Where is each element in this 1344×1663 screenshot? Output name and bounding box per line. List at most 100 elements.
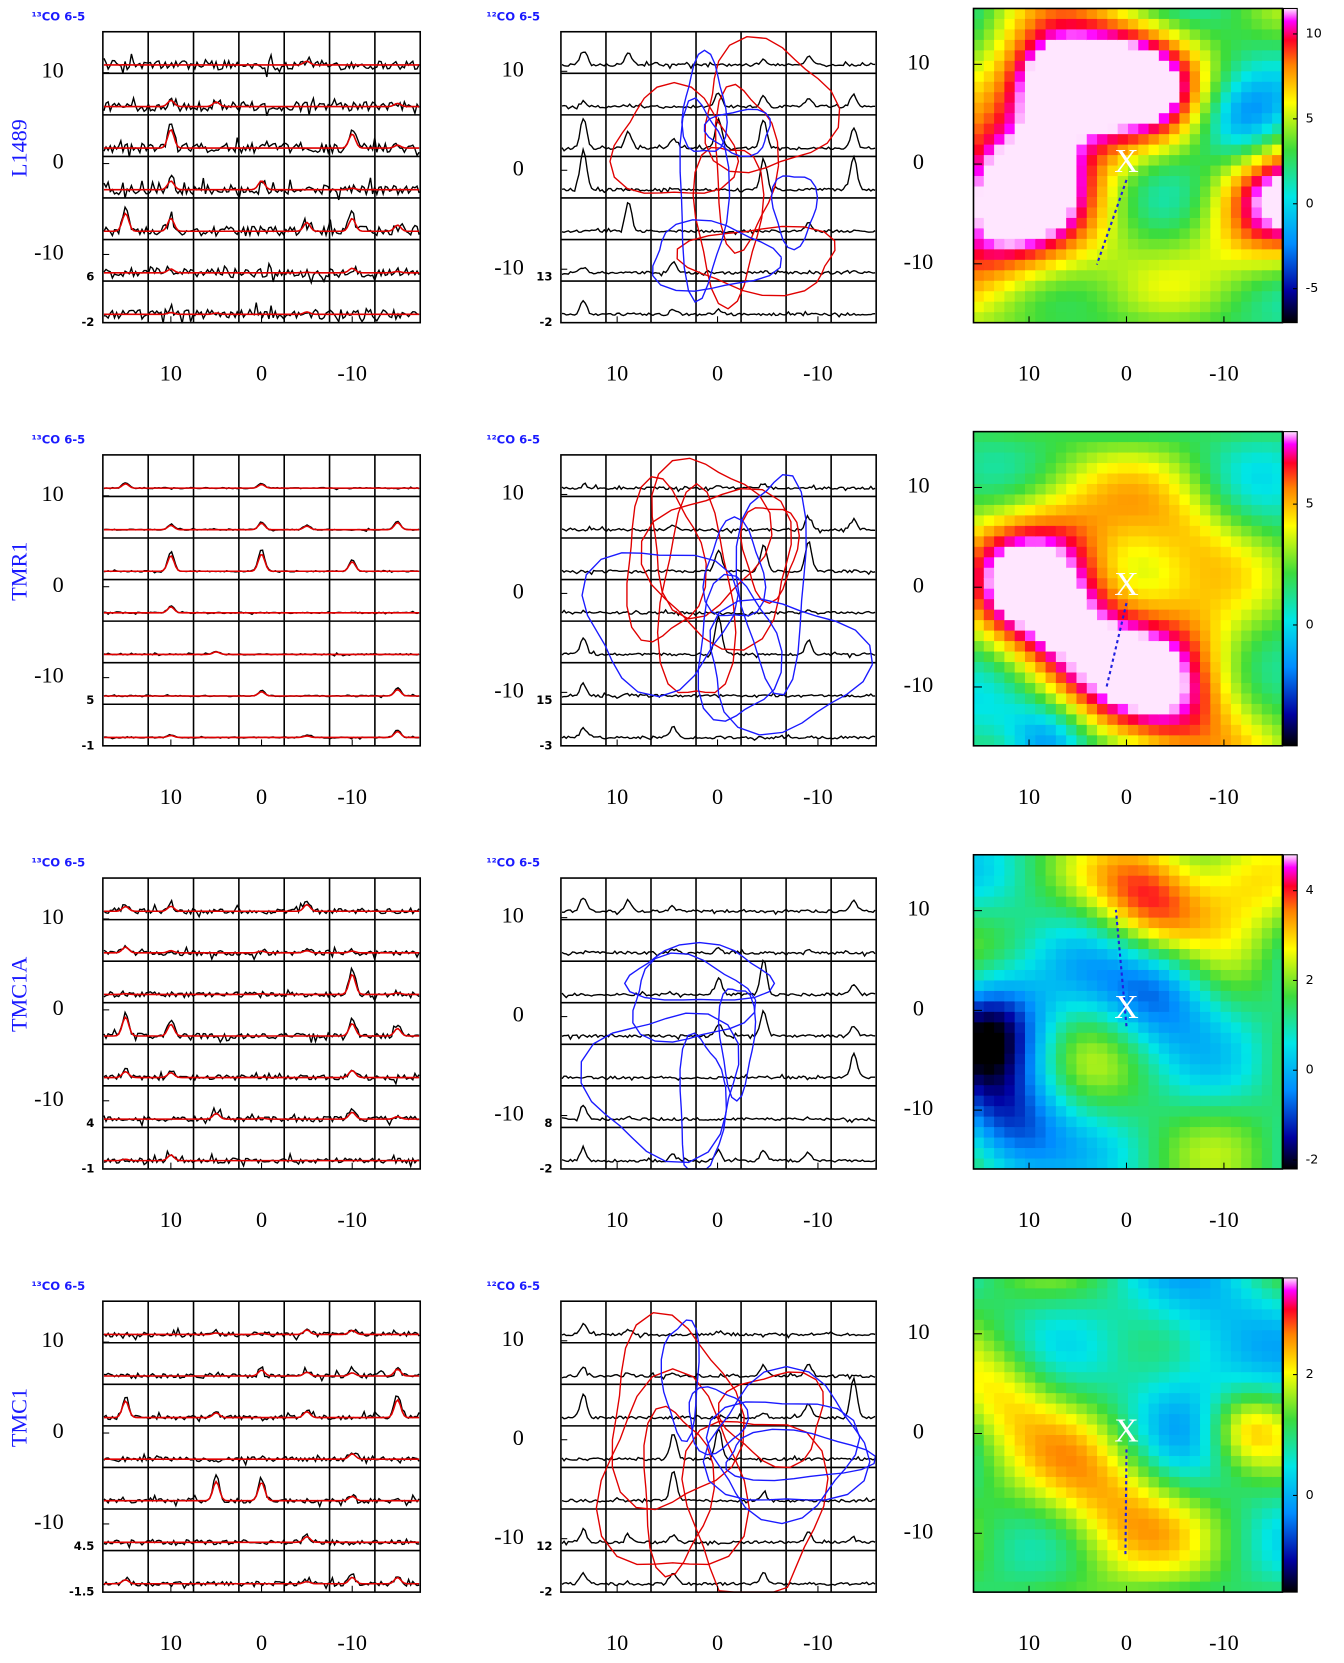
map-pixel bbox=[984, 855, 995, 866]
map-pixel bbox=[1035, 599, 1046, 610]
map-pixel bbox=[1066, 1425, 1077, 1436]
map-pixel bbox=[1107, 61, 1118, 72]
map-pixel bbox=[994, 19, 1005, 30]
map-pixel bbox=[1097, 939, 1108, 950]
map-pixel bbox=[994, 505, 1005, 516]
map-pixel bbox=[1272, 641, 1283, 652]
map-pixel bbox=[1087, 599, 1098, 610]
map-pixel bbox=[1046, 1001, 1057, 1012]
map-pixel bbox=[1025, 1012, 1036, 1023]
map-pixel bbox=[1118, 1096, 1129, 1107]
map-pixel bbox=[1241, 939, 1252, 950]
map-pixel bbox=[1149, 291, 1160, 302]
map-pixel bbox=[1015, 1561, 1026, 1572]
map-pixel bbox=[1252, 1341, 1263, 1352]
map-pixel bbox=[1200, 1372, 1211, 1383]
map-pixel bbox=[1118, 103, 1129, 114]
map-pixel bbox=[1159, 735, 1170, 746]
map-pixel bbox=[1272, 939, 1283, 950]
map-pixel bbox=[1252, 1582, 1263, 1593]
map-pixel bbox=[1076, 939, 1087, 950]
map-pixel bbox=[1241, 652, 1252, 663]
map-pixel bbox=[1179, 1404, 1190, 1415]
map-pixel bbox=[1128, 1330, 1139, 1341]
map-pixel bbox=[1210, 589, 1221, 600]
map-pixel bbox=[1149, 610, 1160, 621]
map-pixel bbox=[1025, 886, 1036, 897]
map-pixel bbox=[1272, 71, 1283, 82]
map-pixel bbox=[1076, 1288, 1087, 1299]
map-pixel bbox=[1066, 1054, 1077, 1065]
map-pixel bbox=[1004, 484, 1015, 495]
map-pixel bbox=[1015, 735, 1026, 746]
map-pixel bbox=[1025, 1106, 1036, 1117]
map-pixel bbox=[1179, 1117, 1190, 1128]
map-pixel bbox=[1210, 1022, 1221, 1033]
map-pixel bbox=[984, 589, 995, 600]
map-pixel bbox=[1159, 714, 1170, 725]
map-pixel bbox=[1272, 1362, 1283, 1373]
map-pixel bbox=[1190, 302, 1201, 313]
map-pixel bbox=[1262, 1075, 1273, 1086]
map-pixel bbox=[1241, 515, 1252, 526]
map-pixel bbox=[1159, 683, 1170, 694]
map-pixel bbox=[1179, 197, 1190, 208]
map-pixel bbox=[1056, 463, 1067, 474]
map-pixel bbox=[1252, 61, 1263, 72]
map-pixel bbox=[973, 652, 984, 663]
map-pixel bbox=[1056, 641, 1067, 652]
map-pixel bbox=[1149, 207, 1160, 218]
map-pixel bbox=[973, 1106, 984, 1117]
map-pixel bbox=[1107, 218, 1118, 229]
map-pixel bbox=[1076, 1309, 1087, 1320]
map-pixel bbox=[1210, 1550, 1221, 1561]
map-pixel bbox=[1221, 536, 1232, 547]
map-pixel bbox=[1169, 704, 1180, 715]
map-pixel bbox=[1035, 1341, 1046, 1352]
map-pixel bbox=[1272, 1383, 1283, 1394]
map-pixel bbox=[1231, 134, 1242, 145]
map-pixel bbox=[1210, 855, 1221, 866]
map-pixel bbox=[1046, 876, 1057, 887]
map-pixel bbox=[1179, 704, 1190, 715]
map-pixel bbox=[1128, 218, 1139, 229]
map-pixel bbox=[1015, 1096, 1026, 1107]
map-pixel bbox=[1046, 1425, 1057, 1436]
map-pixel bbox=[1231, 631, 1242, 642]
map-pixel bbox=[973, 302, 984, 313]
map-pixel bbox=[984, 610, 995, 621]
map-pixel bbox=[1004, 949, 1015, 960]
map-pixel bbox=[1241, 1054, 1252, 1065]
map-pixel bbox=[1107, 1043, 1118, 1054]
x-tick-label: -10 bbox=[803, 1630, 833, 1655]
map-pixel bbox=[1262, 568, 1273, 579]
map-pixel bbox=[1210, 1320, 1221, 1331]
map-pixel bbox=[1046, 949, 1057, 960]
map-pixel bbox=[1149, 1435, 1160, 1446]
map-pixel bbox=[1046, 40, 1057, 51]
map-pixel bbox=[1272, 1054, 1283, 1065]
map-pixel bbox=[1169, 207, 1180, 218]
map-pixel bbox=[1200, 568, 1211, 579]
map-pixel bbox=[984, 291, 995, 302]
map-pixel bbox=[984, 302, 995, 313]
map-pixel bbox=[1179, 1096, 1190, 1107]
spectrum-fit bbox=[104, 1400, 419, 1418]
map-pixel bbox=[1066, 207, 1077, 218]
map-pixel bbox=[1231, 1106, 1242, 1117]
map-pixel bbox=[1241, 1435, 1252, 1446]
map-pixel bbox=[1149, 547, 1160, 558]
map-pixel bbox=[1169, 484, 1180, 495]
map-pixel bbox=[1149, 897, 1160, 908]
map-pixel bbox=[1272, 113, 1283, 124]
map-pixel bbox=[1087, 1309, 1098, 1320]
map-pixel bbox=[1128, 463, 1139, 474]
map-pixel bbox=[1138, 474, 1149, 485]
map-pixel bbox=[1200, 1158, 1211, 1169]
map-pixel bbox=[1179, 474, 1190, 485]
map-pixel bbox=[1262, 1320, 1273, 1331]
map-pixel bbox=[1015, 1330, 1026, 1341]
map-pixel bbox=[1190, 526, 1201, 537]
map-pixel bbox=[1046, 484, 1057, 495]
map-pixel bbox=[1200, 239, 1211, 250]
